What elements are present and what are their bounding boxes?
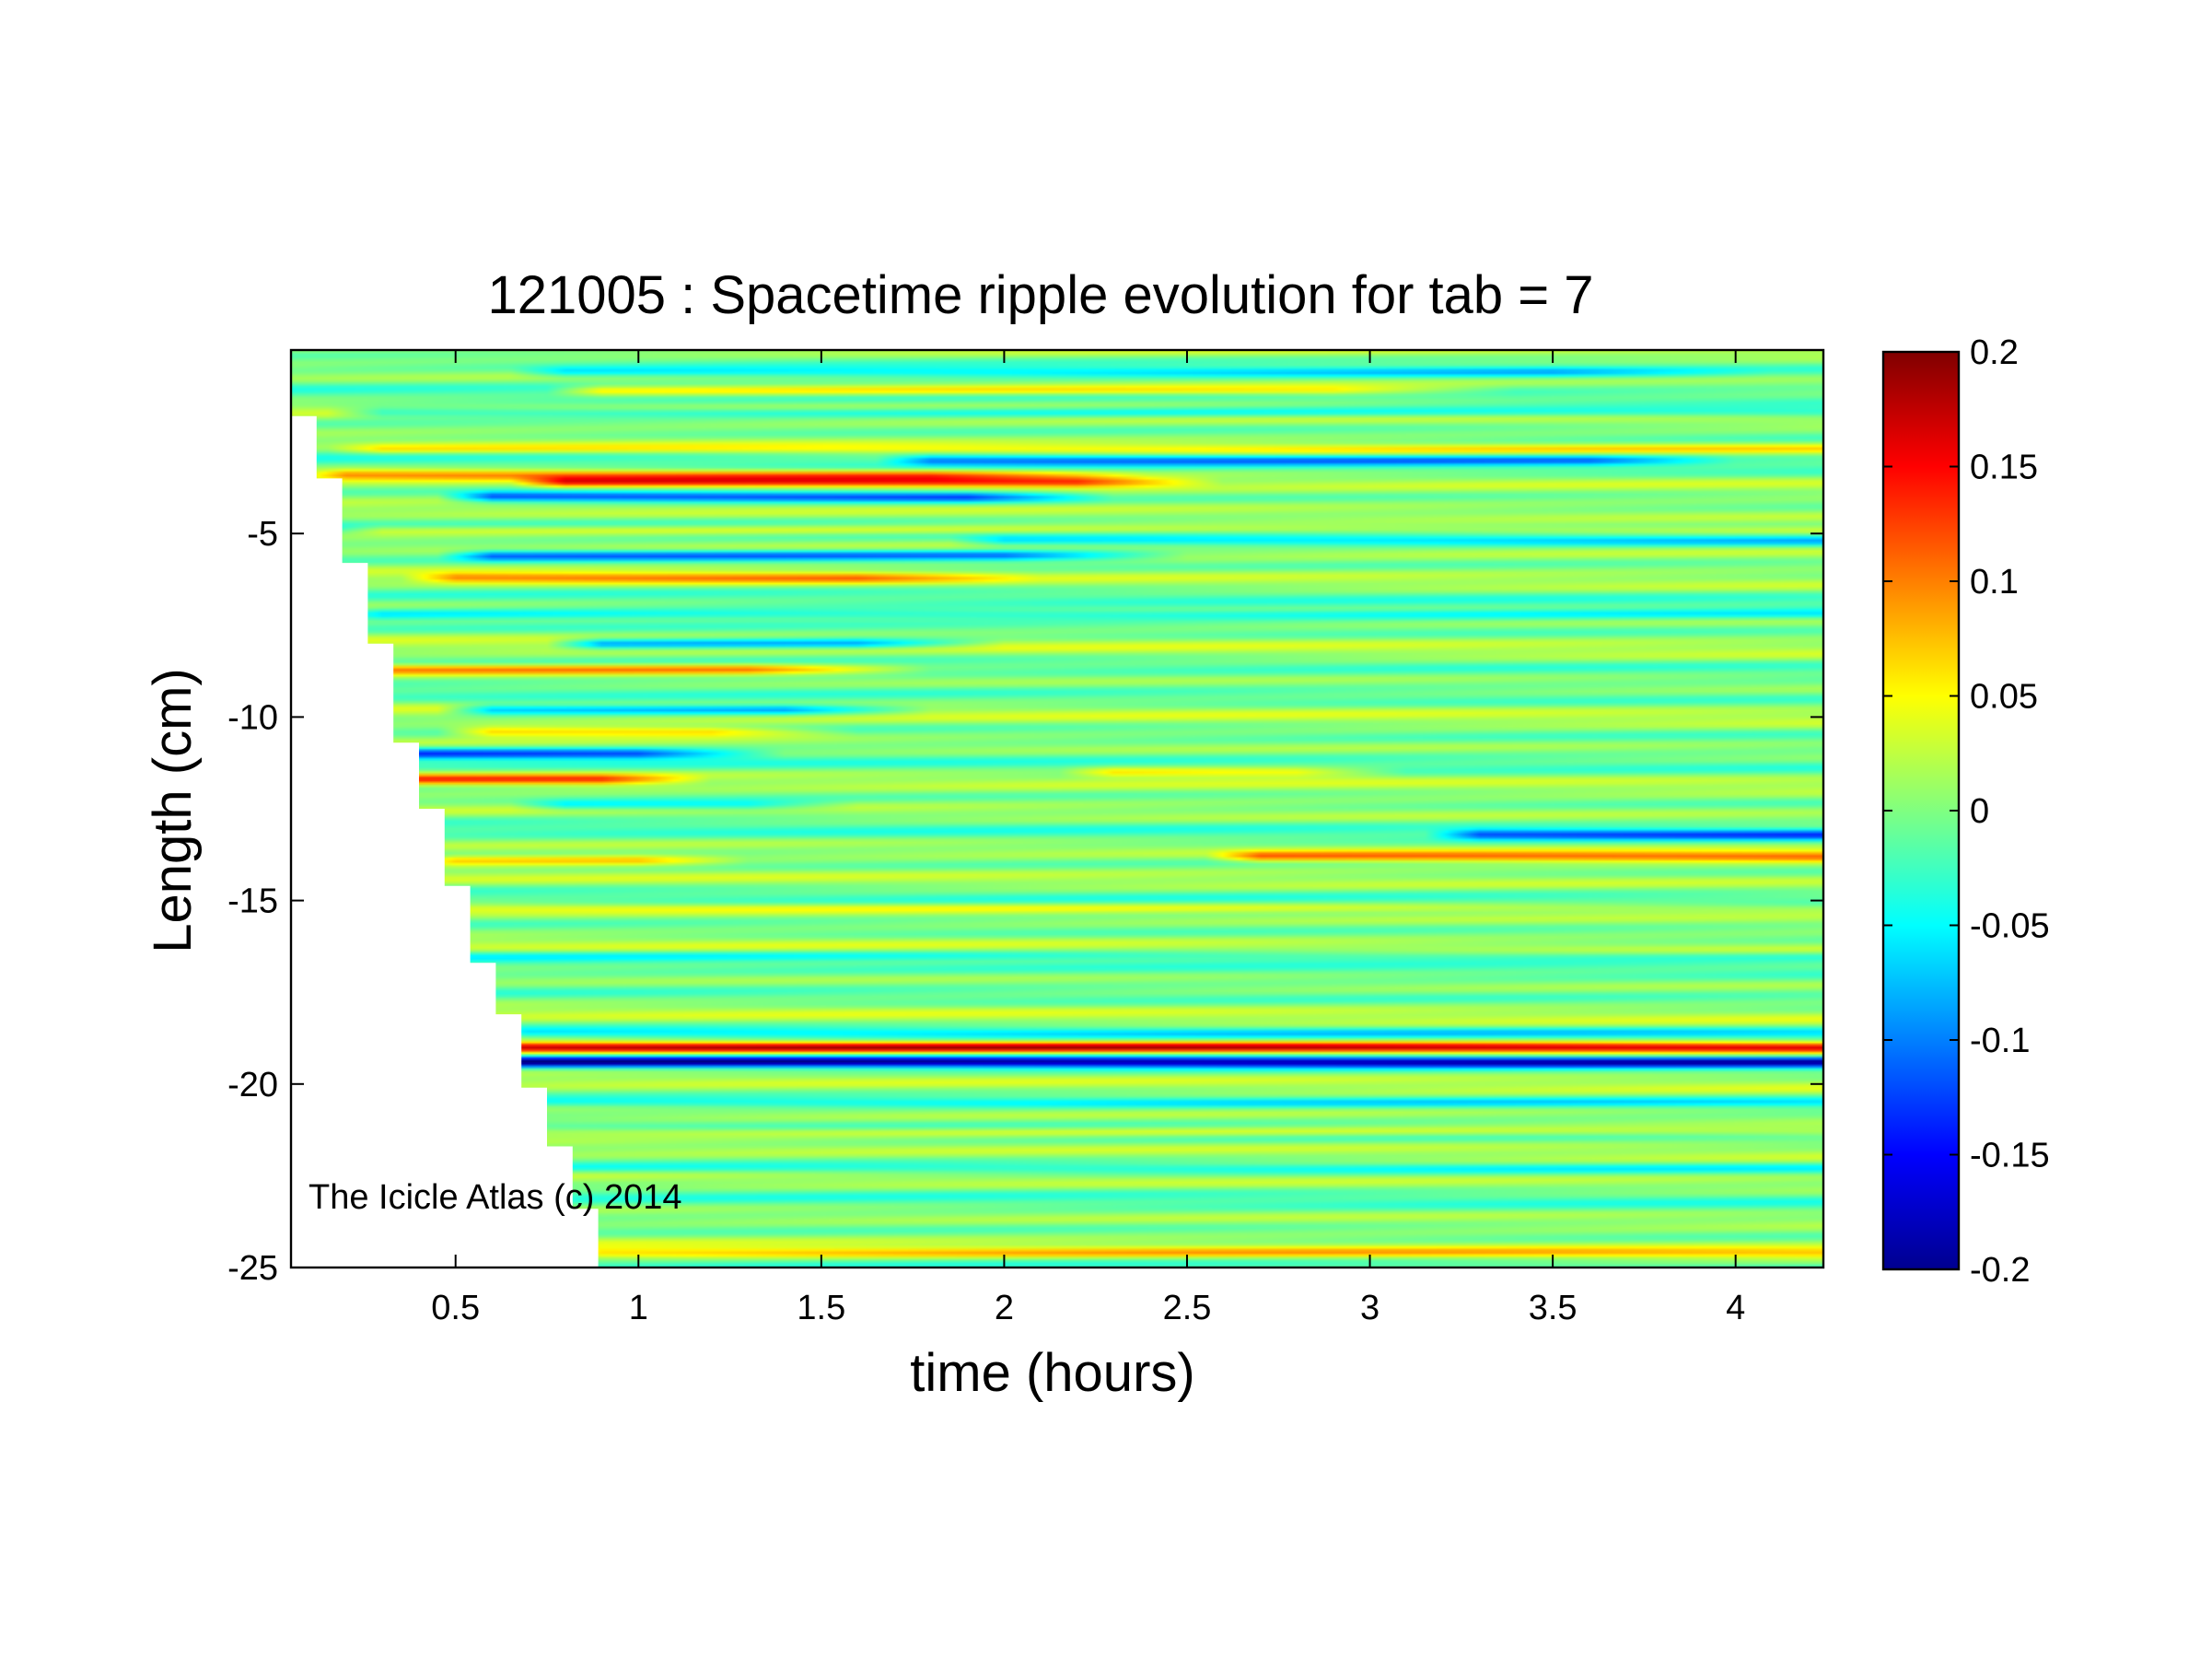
- y-axis-ticks: -25 -20 -15 -10 -5: [227, 515, 1823, 1288]
- y-tick-label: -15: [227, 882, 278, 921]
- colorbar-gradient: [1881, 350, 1961, 1271]
- colorbar-tick-label: -0.1: [1970, 1022, 2030, 1060]
- x-tick-label: 0.5: [431, 1289, 480, 1327]
- x-axis-ticks: 0.5 1 1.5 2 2.5 3 3.5 4: [431, 350, 1745, 1327]
- colorbar-tick-label: 0: [1970, 792, 1989, 831]
- x-tick-label: 2: [995, 1289, 1014, 1327]
- heatmap-plot: 0.5 1 1.5 2 2.5 3 3.5 4 -25 -20 -15 -10 -5 The Icic…: [227, 348, 1825, 1327]
- colorbar-tick-label: 0.1: [1970, 563, 2019, 602]
- x-tick-label: 3.5: [1529, 1289, 1578, 1327]
- x-tick-label: 1.5: [797, 1289, 845, 1327]
- watermark-text: The Icicle Atlas (c) 2014: [309, 1178, 682, 1217]
- colorbar-ticks: 0.2 0.15 0.1 0.05 0 -0.05 -0.1 -0.15 -0.2: [1883, 333, 2050, 1290]
- colorbar-tick-label: 0.2: [1970, 333, 2019, 372]
- x-tick-label: 1: [629, 1289, 648, 1327]
- colorbar-tick-label: -0.05: [1970, 907, 2050, 946]
- x-tick-label: 2.5: [1163, 1289, 1212, 1327]
- x-axis-label: time (hours): [910, 1343, 1194, 1403]
- colorbar: 0.2 0.15 0.1 0.05 0 -0.05 -0.1 -0.15 -0.2: [1881, 333, 2050, 1290]
- chart-title: 121005 : Spacetime ripple evolution for …: [487, 265, 1593, 325]
- colorbar-tick-label: -0.2: [1970, 1251, 2030, 1290]
- x-tick-label: 3: [1360, 1289, 1380, 1327]
- y-axis-label: Length (cm): [143, 668, 203, 952]
- plot-frame: [289, 348, 1825, 1269]
- y-tick-label: -5: [247, 515, 278, 554]
- x-tick-label: 4: [1726, 1289, 1745, 1327]
- no-data-region: [291, 350, 624, 1268]
- colorbar-tick-label: -0.15: [1970, 1137, 2050, 1175]
- y-tick-label: -10: [227, 698, 278, 737]
- colorbar-tick-label: 0.15: [1970, 449, 2038, 487]
- y-tick-label: -25: [227, 1249, 278, 1288]
- colorbar-tick-label: 0.05: [1970, 678, 2038, 717]
- y-tick-label: -20: [227, 1066, 278, 1104]
